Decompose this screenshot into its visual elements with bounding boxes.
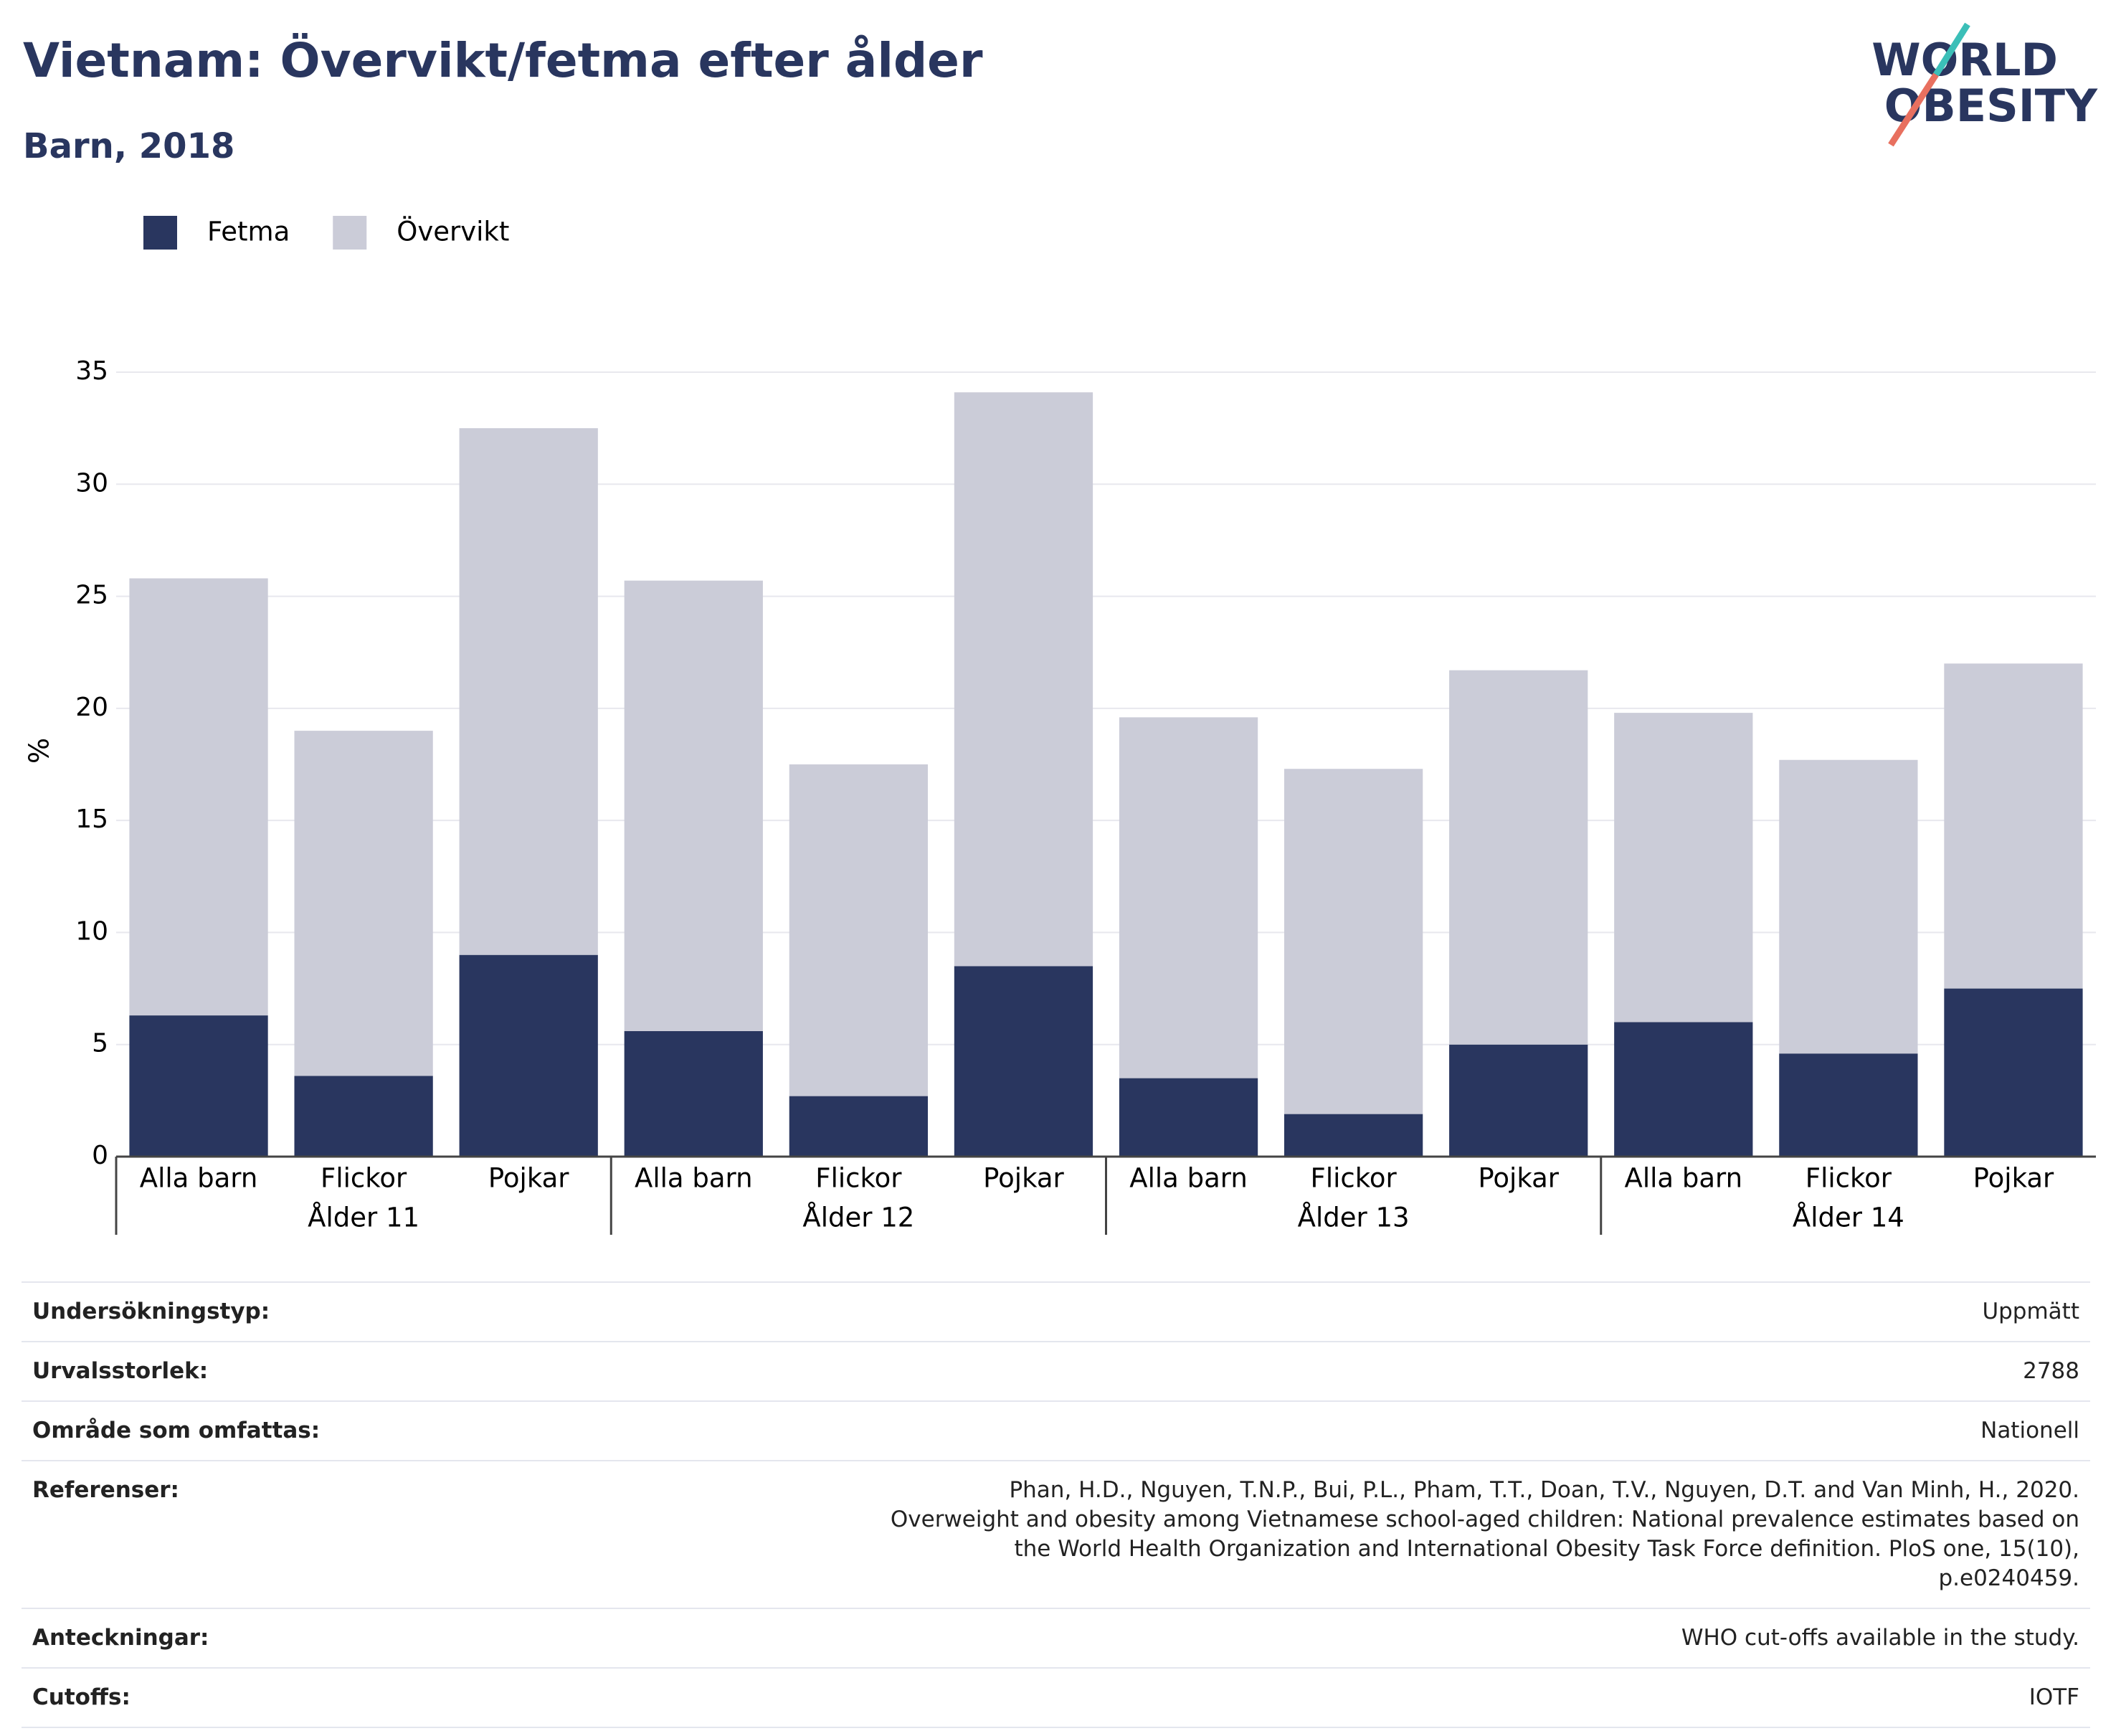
group-label: Ålder 12: [802, 1202, 914, 1233]
bar-segment: [1614, 713, 1753, 1023]
chart: Vietnam: Övervikt/fetma efter ålder Barn…: [23, 22, 2098, 1235]
bar-segment: [1944, 663, 2083, 989]
group-label: Ålder 14: [1793, 1202, 1904, 1233]
bar-segment: [1614, 1022, 1753, 1157]
x-tick-label: Flickor: [321, 1163, 407, 1194]
x-tick-label: Pojkar: [1478, 1163, 1559, 1194]
legend-swatch: [143, 216, 177, 250]
x-tick-label: Alla barn: [140, 1163, 257, 1194]
row-value: Nationell: [331, 1400, 2090, 1461]
y-tick-label: 0: [92, 1141, 108, 1170]
table-row: Undersökningstyp: Uppmätt: [22, 1281, 2090, 1342]
table-row: Område som omfattas: Nationell: [22, 1400, 2090, 1461]
y-tick-label: 30: [75, 468, 108, 498]
chart-subtitle: Barn, 2018: [23, 126, 234, 166]
row-value: IOTF: [331, 1667, 2090, 1728]
bar-segment: [129, 578, 268, 1016]
legend-label: Fetma: [207, 217, 290, 247]
row-value: Uppmätt: [331, 1281, 2090, 1342]
group-label: Ålder 13: [1298, 1202, 1410, 1233]
legend-label: Övervikt: [397, 217, 509, 247]
row-label: Anteckningar:: [22, 1608, 331, 1669]
bar-segment: [1119, 1078, 1258, 1157]
x-tick-label: Flickor: [1311, 1163, 1398, 1194]
x-tick-label: Flickor: [815, 1163, 902, 1194]
row-value: Phan, H.D., Nguyen, T.N.P., Bui, P.L., P…: [331, 1460, 2090, 1609]
bar-segment: [459, 954, 598, 1157]
logo-slash: [1888, 72, 1939, 147]
table-row: Referenser: Phan, H.D., Nguyen, T.N.P., B…: [22, 1460, 2090, 1609]
x-tick-label: Alla barn: [1625, 1163, 1742, 1194]
bar-segment: [624, 1030, 763, 1157]
chart-title: Vietnam: Övervikt/fetma efter ålder: [23, 33, 983, 88]
table-row: Cutoffs: IOTF: [22, 1667, 2090, 1728]
y-tick-label: 5: [92, 1029, 108, 1058]
row-label: Område som omfattas:: [22, 1400, 331, 1461]
info-table: Undersökningstyp: Uppmätt Urvalsstorlek: 27…: [22, 1281, 2090, 1728]
x-tick-label: Pojkar: [983, 1163, 1064, 1194]
y-axis-label: %: [24, 738, 55, 764]
row-label: Cutoffs:: [22, 1667, 331, 1728]
x-tick-label: Alla barn: [635, 1163, 752, 1194]
bar-segment: [1283, 769, 1423, 1114]
x-tick-label: Pojkar: [488, 1163, 569, 1194]
row-value: 2788: [331, 1341, 2090, 1402]
legend-swatch: [333, 216, 367, 250]
bar-segment: [1449, 670, 1588, 1045]
y-tick-label: 25: [75, 581, 108, 610]
bar-segment: [459, 428, 598, 955]
bar-segment: [129, 1015, 268, 1157]
x-tick-label: Alla barn: [1129, 1163, 1247, 1194]
x-tick-label: Flickor: [1806, 1163, 1892, 1194]
bar-segment: [1449, 1044, 1588, 1157]
bar-segment: [789, 1096, 929, 1157]
row-label: Undersökningstyp:: [22, 1281, 331, 1342]
group-label: Ålder 11: [308, 1202, 419, 1233]
logo-text: OBESITY: [1884, 80, 2098, 132]
bar-segment: [294, 1076, 433, 1157]
logo-slash: [1933, 22, 1970, 77]
y-tick-label: 10: [75, 916, 108, 946]
x-tick-label: Pojkar: [1973, 1163, 2054, 1194]
table-row: Anteckningar: WHO cut-offs available in t…: [22, 1608, 2090, 1669]
bar-segment: [954, 966, 1093, 1157]
bar-segment: [1779, 1053, 1918, 1157]
bar-segment: [294, 731, 433, 1076]
row-label: Referenser:: [22, 1460, 331, 1609]
bar-segment: [624, 580, 763, 1031]
table-row: Urvalsstorlek: 2788: [22, 1341, 2090, 1402]
bar-segment: [954, 392, 1093, 967]
bar-segment: [1779, 759, 1918, 1054]
y-tick-label: 35: [75, 356, 108, 386]
y-tick-label: 15: [75, 805, 108, 834]
row-value: WHO cut-offs available in the study.: [331, 1608, 2090, 1669]
row-label: Urvalsstorlek:: [22, 1341, 331, 1402]
y-tick-label: 20: [75, 693, 108, 722]
bar-segment: [789, 764, 929, 1096]
bar-segment: [1283, 1114, 1423, 1157]
bar-segment: [1119, 717, 1258, 1078]
logo-text: WORLD: [1871, 34, 2058, 86]
bar-segment: [1944, 988, 2083, 1157]
